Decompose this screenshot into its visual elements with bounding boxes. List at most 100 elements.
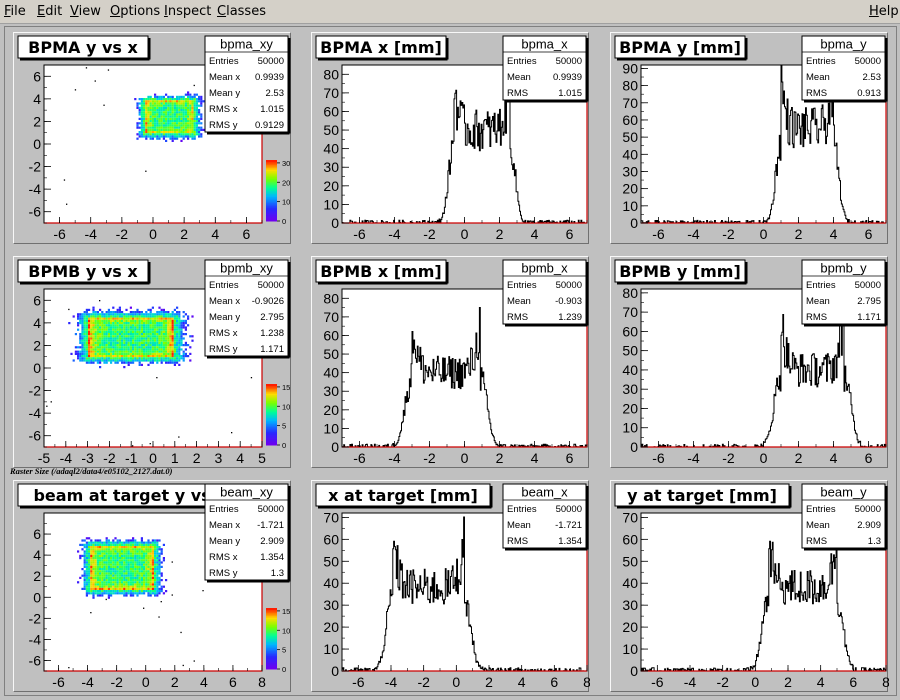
y-tick-label: 50 [622, 129, 638, 145]
y-tick-label: 60 [622, 531, 638, 547]
x-tick-label: 8 [882, 674, 889, 690]
x-tick-label: 6 [229, 674, 237, 690]
y-tick-label: 30 [622, 381, 638, 397]
stats-value: -1.721 [555, 520, 582, 531]
stats-key: Mean [507, 72, 531, 83]
stats-key: RMS [507, 536, 528, 547]
hist-title: BPMA y [mm] [619, 38, 741, 57]
y-tick-label: 10 [622, 198, 638, 214]
y-tick-label: 2 [33, 337, 41, 353]
stats-box [801, 483, 886, 549]
menu-file[interactable]: File [4, 4, 26, 19]
stats-value: 1.015 [558, 88, 582, 99]
stats-key: Mean x [209, 520, 240, 531]
y-tick-label: 0 [630, 215, 638, 231]
menu-options[interactable]: Options [110, 4, 161, 19]
x-tick-label: 4 [211, 226, 219, 242]
pad-beam-xy[interactable]: 0 5 10 15 -6 -4 -2 0 2 4 6 8 -6 -4 -2 0 2 4 6 beam at targe… [13, 480, 291, 692]
x-tick-label: 2 [496, 450, 504, 466]
stats-key: Mean [806, 296, 830, 307]
x-tick-label: -4 [687, 450, 700, 466]
stats-key: Entries [507, 280, 537, 291]
stats-key: RMS [507, 312, 528, 323]
stats-name: bpma_y [820, 37, 867, 52]
palette-tick-label: 0 [282, 665, 286, 674]
stats-value: 2.909 [857, 520, 881, 531]
y-tick-label: 0 [630, 439, 638, 455]
pad-bpma-y[interactable]: -6 -4 -2 0 2 4 6 0 10 20 30 40 50 60 70 80 90 BPMA y [mm]… [610, 32, 888, 244]
menu-classes[interactable]: Classes [217, 4, 266, 19]
x-tick-label: -6 [651, 674, 664, 690]
stats-value: 50000 [855, 504, 881, 515]
stats-value: 1.354 [260, 552, 284, 563]
hist-title: x at target [mm] [328, 486, 478, 505]
y-tick-label: 70 [323, 85, 339, 101]
y-tick-label: 0 [331, 663, 339, 679]
x-tick-label: 4 [236, 450, 244, 466]
y-tick-label: -2 [29, 383, 42, 399]
pad-beam-y[interactable]: -6 -4 -2 0 2 4 6 8 0 10 20 30 40 50 60 70 y at target [m… [610, 480, 889, 692]
root-canvas[interactable]: 0 10 20 30 -6 -4 -2 0 2 4 6 -6 -4 -2 0 2 4 6 BPMA y vs x bp… [4, 26, 897, 696]
x-tick-label: 4 [531, 226, 539, 242]
stats-name: bpma_xy [220, 37, 273, 52]
menu-edit[interactable]: Edit [37, 4, 63, 19]
stats-box [502, 259, 587, 325]
stats-key: Mean x [209, 296, 240, 307]
x-tick-label: -2 [116, 226, 129, 242]
stats-key: Entries [507, 504, 537, 515]
palette-tick-label: 20 [282, 178, 290, 187]
stats-name: bpmb_x [521, 261, 568, 276]
x-tick-label: 5 [258, 450, 266, 466]
stats-key: Entries [806, 280, 836, 291]
stats-value: 1.3 [868, 536, 881, 547]
palette-tick-label: 10 [282, 626, 290, 635]
hist-title: BPMB y [mm] [619, 262, 741, 281]
pad-bpmb-y[interactable]: -6 -4 -2 0 2 4 6 0 10 20 30 40 50 60 70 80 BPMB y [mm] bp… [610, 256, 888, 468]
x-tick-label: 2 [193, 450, 201, 466]
palette-tick-label: 30 [282, 159, 290, 168]
y-tick-label: 50 [323, 122, 339, 138]
x-tick-label: -6 [53, 226, 66, 242]
stats-box [502, 483, 587, 549]
y-tick-label: 20 [323, 178, 339, 194]
stats-key: Entries [507, 56, 537, 67]
stats-key: Entries [806, 56, 836, 67]
pad-bpmb-xy[interactable]: 0 5 10 15 -5 -4 -3 -2 -1 0 1 2 3 4 5 -6 -4 -2 0 2 4 6 BPMB y v… [13, 256, 291, 468]
y-tick-label: 20 [622, 400, 638, 416]
stats-key: Mean y [209, 312, 240, 323]
y-tick-label: 60 [323, 103, 339, 119]
y-tick-label: 60 [622, 112, 638, 128]
x-tick-label: -4 [84, 226, 97, 242]
y-tick-label: 20 [622, 181, 638, 197]
x-tick-label: -6 [352, 674, 365, 690]
y-tick-label: 70 [323, 309, 339, 325]
x-tick-label: 6 [243, 226, 251, 242]
stats-key: RMS [806, 536, 827, 547]
menu-view[interactable]: View [70, 4, 101, 19]
stats-value: 1.238 [260, 328, 284, 339]
stats-name: beam_y [820, 485, 867, 500]
x-tick-label: -2 [716, 674, 729, 690]
x-tick-label: -2 [417, 674, 430, 690]
pad-beam-x[interactable]: -6 -4 -2 0 2 4 6 8 0 10 20 30 40 50 60 70 x at target [m… [311, 480, 590, 692]
pad-bpma-x[interactable]: -6 -4 -2 0 2 4 6 0 10 20 30 40 50 60 70 80 BPMA x [mm] bp… [311, 32, 589, 244]
menu-help[interactable]: Help [869, 4, 899, 19]
stats-key: RMS y [209, 120, 238, 131]
stats-value: 2.795 [857, 296, 881, 307]
pad-bpma-xy[interactable]: 0 10 20 30 -6 -4 -2 0 2 4 6 -6 -4 -2 0 2 4 6 BPMA y vs x bp… [13, 32, 291, 244]
stats-key: RMS x [209, 552, 238, 563]
stats-value: 0.9939 [553, 72, 582, 83]
y-tick-label: 0 [331, 439, 339, 455]
y-tick-label: 30 [323, 597, 339, 613]
stats-value: 0.9129 [255, 120, 284, 131]
x-tick-label: 2 [496, 226, 504, 242]
menu-inspect[interactable]: Inspect [164, 4, 212, 19]
x-tick-label: -6 [353, 226, 366, 242]
pad-bpmb-x[interactable]: -6 -4 -2 0 2 4 6 0 10 20 30 40 50 60 70 80 BPMB x [mm] bp… [311, 256, 589, 468]
x-tick-label: -2 [423, 450, 436, 466]
y-tick-label: 4 [33, 315, 41, 331]
y-tick-label: 0 [331, 215, 339, 231]
y-tick-label: 80 [622, 285, 638, 301]
